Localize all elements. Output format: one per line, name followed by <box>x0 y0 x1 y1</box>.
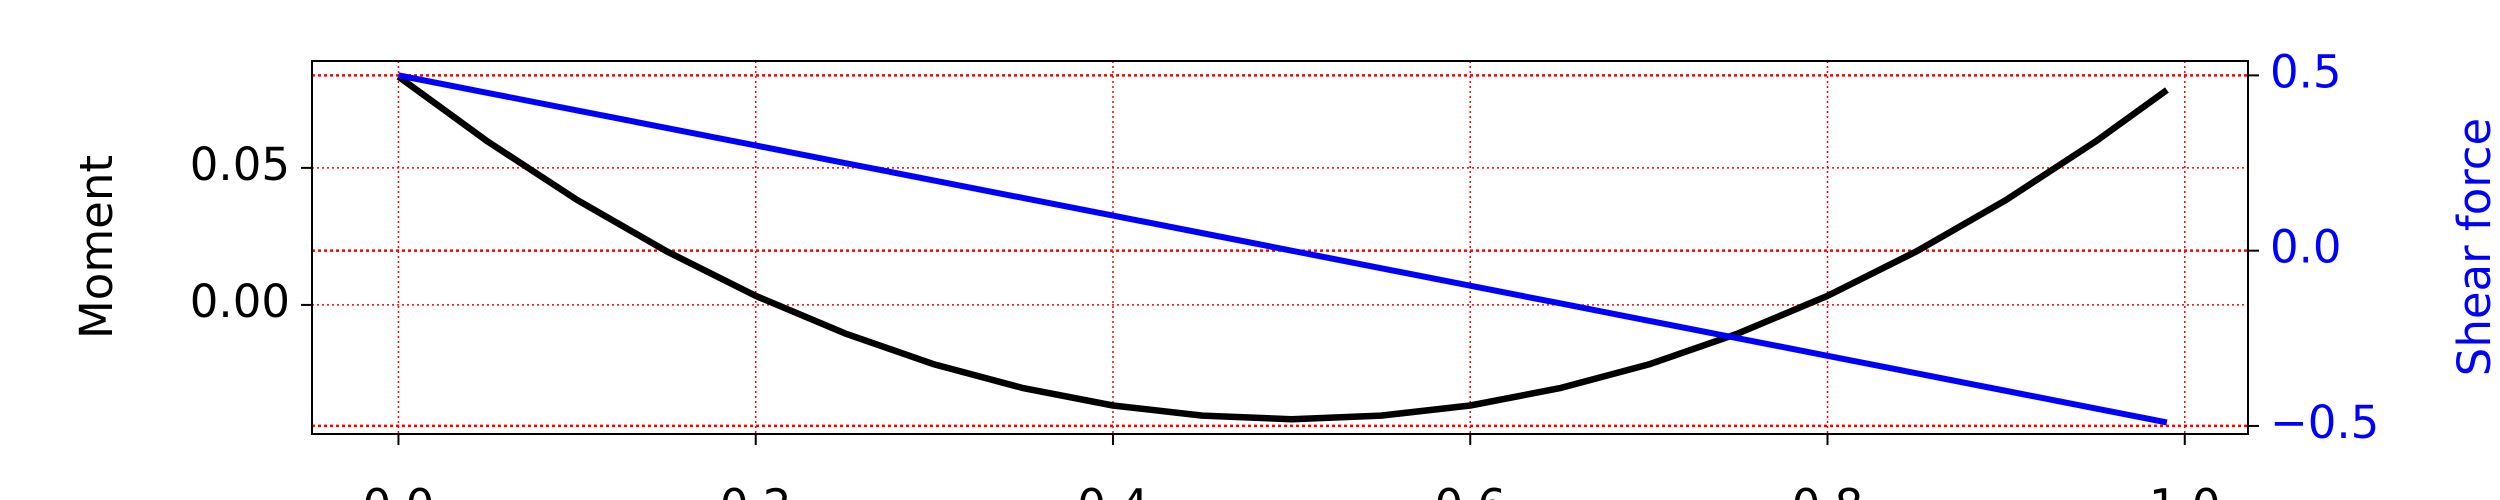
series-line <box>396 73 2169 423</box>
y2-tick-label: −0.5 <box>2270 396 2379 449</box>
y2-axis-label: Shear force <box>2448 118 2500 376</box>
y-axis-label: Moment <box>70 155 123 339</box>
plot-frame <box>311 60 2249 435</box>
x-tick-label: 0.6 <box>1434 480 1506 500</box>
x-tick-label: 0.0 <box>363 480 435 500</box>
y-tick-label: 0.05 <box>190 138 290 191</box>
y2-tick-label: 0.5 <box>2270 45 2342 98</box>
x-tick-label: 0.2 <box>720 480 792 500</box>
series-line <box>397 72 2168 426</box>
x-tick-label: 0.8 <box>1792 480 1864 500</box>
x-tick-label: 1.0 <box>2149 480 2221 500</box>
x-tick-label: 0.4 <box>1077 480 1149 500</box>
y2-tick-label: 0.0 <box>2270 221 2342 274</box>
y-tick-label: 0.00 <box>190 275 290 328</box>
